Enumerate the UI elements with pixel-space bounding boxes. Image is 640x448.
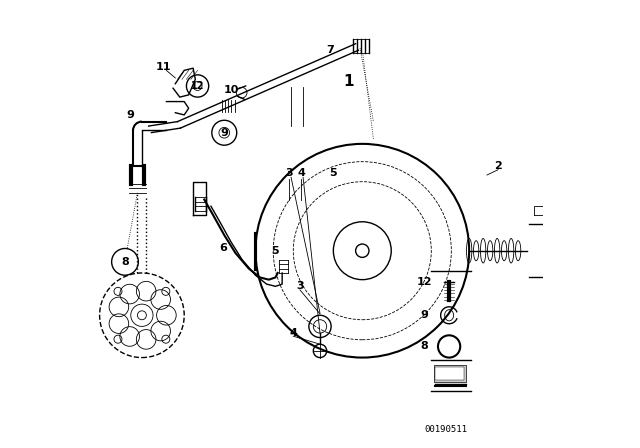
Text: 6: 6 xyxy=(219,243,227,254)
Text: 4: 4 xyxy=(289,328,297,338)
Text: 12: 12 xyxy=(191,81,204,91)
Text: 8: 8 xyxy=(121,257,129,267)
Text: 10: 10 xyxy=(224,86,239,95)
Text: 5: 5 xyxy=(271,246,278,256)
Text: 1: 1 xyxy=(344,74,354,89)
Text: 3: 3 xyxy=(285,168,292,178)
Text: 9: 9 xyxy=(420,310,429,320)
Text: 4: 4 xyxy=(298,168,305,178)
Text: 5: 5 xyxy=(330,168,337,178)
Text: 7: 7 xyxy=(326,45,333,56)
Text: 3: 3 xyxy=(296,281,304,291)
Text: 00190511: 00190511 xyxy=(424,425,468,434)
Text: 11: 11 xyxy=(156,62,171,72)
Text: 9: 9 xyxy=(220,128,228,138)
FancyBboxPatch shape xyxy=(433,365,465,382)
Text: 12: 12 xyxy=(417,277,433,287)
Text: 9: 9 xyxy=(127,110,134,120)
FancyBboxPatch shape xyxy=(435,367,464,380)
Text: 2: 2 xyxy=(494,161,502,171)
Text: 8: 8 xyxy=(420,341,429,351)
